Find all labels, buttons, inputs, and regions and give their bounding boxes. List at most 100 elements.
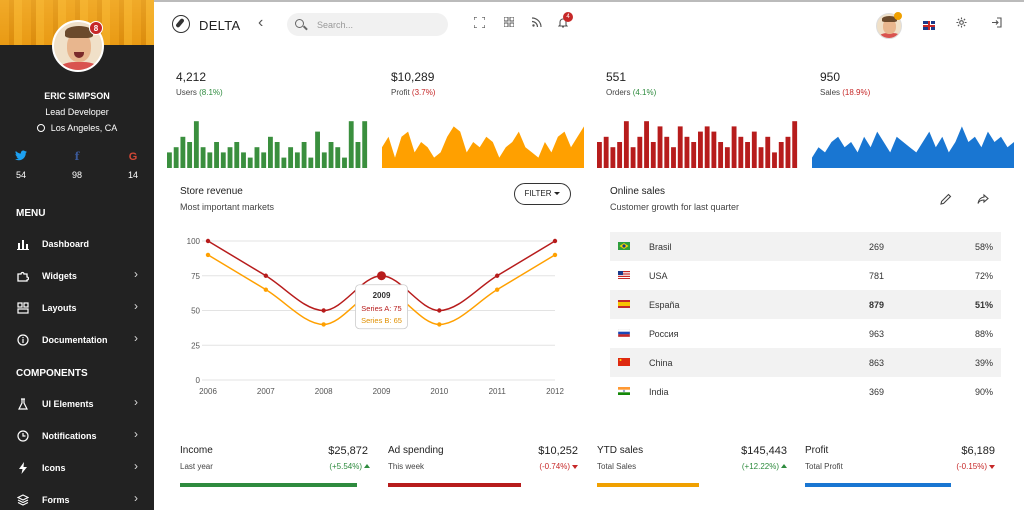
- user-location: Los Angeles, CA: [0, 123, 154, 133]
- apps-grid-icon[interactable]: [502, 16, 516, 31]
- kpi-period: This week: [388, 462, 425, 471]
- sparkline-bar: [261, 152, 267, 168]
- sidebar-item-widgets[interactable]: Widgets ›: [0, 264, 154, 288]
- facebook-icon: f: [74, 150, 80, 163]
- china-flag-icon: [618, 358, 630, 366]
- data-point[interactable]: [321, 322, 326, 327]
- logout-icon[interactable]: [989, 17, 1003, 31]
- menu-title: MENU: [16, 208, 46, 219]
- filter-label: FILTER: [524, 189, 552, 198]
- kpi-value: $145,443: [741, 445, 787, 457]
- india-flag-icon: [618, 387, 630, 395]
- kpi-name: Ad spending: [388, 445, 444, 456]
- filter-button[interactable]: FILTER: [514, 183, 571, 205]
- sparkline-bar: [220, 152, 226, 168]
- clock-icon: [17, 430, 29, 442]
- data-point[interactable]: [263, 287, 269, 292]
- data-point[interactable]: [494, 273, 500, 278]
- data-point[interactable]: [263, 273, 269, 278]
- sidebar-item-ui-elements[interactable]: UI Elements ›: [0, 392, 154, 416]
- russia-flag-icon: [618, 329, 630, 337]
- sidebar: 8 ERIC SIMPSON Lead Developer Los Angele…: [0, 0, 154, 510]
- sparkline-bar: [704, 126, 710, 168]
- rss-icon[interactable]: [530, 17, 544, 31]
- social-google[interactable]: G 14: [113, 150, 153, 180]
- kpi-progress: [180, 483, 396, 487]
- stat-orders: 551 Orders (4.1%): [606, 70, 656, 97]
- data-point[interactable]: [437, 308, 442, 313]
- country-count: 963: [869, 329, 885, 339]
- sparkline-bar: [684, 136, 690, 168]
- table-row: China 863 39%: [610, 348, 1001, 377]
- sparkline-bar: [241, 152, 246, 168]
- stat-value: $10,289: [391, 70, 435, 84]
- online-sales-table: Brasil 269 58% USA 781 72% España 879 51…: [610, 232, 1001, 406]
- country-pct: 88%: [974, 329, 993, 339]
- stat-value: 4,212: [176, 70, 207, 84]
- info-icon: [17, 334, 29, 346]
- search-icon: [295, 19, 304, 28]
- kpi-change-text: (+12.22%): [741, 462, 779, 471]
- sparkline-bar: [180, 136, 186, 168]
- sparkline-bar: [657, 126, 663, 168]
- data-point[interactable]: [552, 238, 558, 244]
- kpi-progress-fill: [805, 483, 952, 487]
- data-point[interactable]: [321, 308, 326, 313]
- tooltip-series-b: Series B: 65: [361, 316, 402, 325]
- user-location-text: Los Angeles, CA: [50, 123, 118, 133]
- x-tick-label: 2012: [546, 387, 564, 396]
- store-revenue-chart: 0 25 50 75 100 2006 2007 2008 2009 2010 2011 2012 20…: [187, 237, 565, 396]
- back-chevron-icon[interactable]: ‹: [258, 14, 264, 31]
- data-point[interactable]: [205, 252, 211, 258]
- stat-label: Orders (4.1%): [606, 88, 656, 97]
- data-point[interactable]: [437, 322, 442, 327]
- sidebar-item-label: Documentation: [42, 335, 108, 345]
- sidebar-item-documentation[interactable]: Documentation ›: [0, 328, 154, 352]
- share-icon[interactable]: [976, 193, 990, 207]
- social-twitter[interactable]: 54: [1, 150, 41, 180]
- sidebar-item-layouts[interactable]: Layouts ›: [0, 296, 154, 320]
- chevron-right-icon: ›: [134, 267, 138, 281]
- sparkline-bar: [724, 147, 730, 168]
- data-point[interactable]: [552, 252, 558, 258]
- stat-label-text: Users: [176, 88, 197, 97]
- stat-value: 551: [606, 70, 627, 84]
- sparkline-bar: [610, 147, 616, 168]
- data-point[interactable]: [205, 238, 211, 244]
- stat-change: (8.1%): [199, 88, 223, 97]
- y-tick-label: 25: [191, 341, 200, 350]
- sidebar-item-forms[interactable]: Forms ›: [0, 488, 154, 510]
- sparkline-bar: [630, 147, 636, 168]
- gear-icon[interactable]: [954, 17, 968, 31]
- data-point[interactable]: [494, 287, 500, 292]
- search-input[interactable]: [317, 17, 437, 32]
- sparkline-bar: [335, 147, 341, 168]
- arrow-up-icon: [781, 464, 787, 468]
- table-row: España 879 51%: [610, 290, 1001, 319]
- user-avatar-button[interactable]: [876, 13, 902, 39]
- sidebar-item-icons[interactable]: Icons ›: [0, 456, 154, 480]
- sparkline-bar: [254, 147, 260, 168]
- sidebar-item-notifications[interactable]: Notifications ›: [0, 424, 154, 448]
- sparkline-bar: [315, 131, 320, 168]
- x-tick-label: 2007: [257, 387, 275, 396]
- highlighted-data-point[interactable]: [377, 271, 386, 281]
- compass-logo-icon: [172, 15, 190, 33]
- x-tick-label: 2006: [199, 387, 217, 396]
- kpi-progress: [805, 483, 995, 487]
- stat-label: Sales (18.9%): [820, 88, 870, 97]
- sparkline-bar: [227, 147, 233, 168]
- social-facebook[interactable]: f 98: [57, 150, 97, 180]
- kpi-change: (-0.74%): [518, 462, 578, 471]
- country-name: India: [649, 387, 669, 397]
- sidebar-item-dashboard[interactable]: Dashboard: [0, 232, 154, 256]
- topbar: DELTA ‹ 4: [154, 0, 1024, 48]
- stat-value: 950: [820, 70, 841, 84]
- user-name: ERIC SIMPSON: [44, 91, 110, 101]
- sparkline-bar: [167, 152, 172, 168]
- stat-profit: $10,289 Profit (3.7%): [391, 70, 435, 97]
- sparkline-bar: [597, 142, 602, 168]
- edit-pencil-icon[interactable]: [939, 193, 953, 207]
- uk-flag-icon[interactable]: [923, 21, 935, 30]
- fullscreen-icon[interactable]: [472, 16, 486, 31]
